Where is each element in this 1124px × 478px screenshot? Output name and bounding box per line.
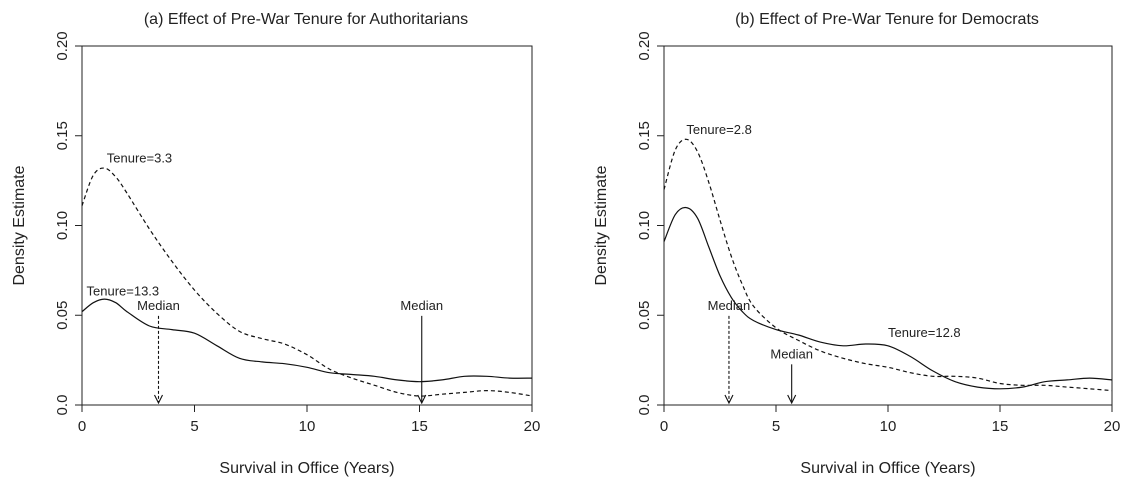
x-tick-label: 10 bbox=[299, 418, 316, 435]
median-arrow-head bbox=[724, 394, 734, 405]
median-arrow-head bbox=[154, 394, 163, 405]
x-tick-label: 20 bbox=[1104, 418, 1121, 435]
y-tick-label: 0.20 bbox=[636, 31, 653, 60]
chart-title: (a) Effect of Pre-War Tenure for Authori… bbox=[144, 11, 468, 28]
panel-a: (a) Effect of Pre-War Tenure for Authori… bbox=[11, 11, 540, 477]
series-line-tenure-3-3 bbox=[81, 167, 533, 397]
y-tick-label: 0.05 bbox=[636, 301, 653, 330]
x-tick-label: 20 bbox=[524, 418, 541, 435]
x-tick-label: 0 bbox=[660, 418, 668, 435]
median-label: Median bbox=[708, 298, 751, 313]
plot-frame bbox=[663, 45, 1113, 406]
median-label: Median bbox=[400, 298, 443, 313]
series-annotation: Tenure=13.3 bbox=[87, 284, 160, 299]
median-label: Median bbox=[137, 298, 180, 313]
y-axis-label: Density Estimate bbox=[593, 165, 610, 285]
median-arrow-head bbox=[417, 394, 427, 405]
y-tick-label: 0.15 bbox=[636, 121, 653, 150]
series-annotation: Tenure=3.3 bbox=[107, 151, 172, 166]
plot-frame bbox=[81, 45, 533, 406]
x-tick-label: 5 bbox=[772, 418, 780, 435]
x-tick-label: 15 bbox=[411, 418, 428, 435]
y-tick-label: 0.10 bbox=[636, 211, 653, 240]
x-axis-label: Survival in Office (Years) bbox=[219, 460, 394, 477]
y-tick-label: 0.0 bbox=[54, 395, 71, 416]
series-line-tenure-13-3 bbox=[81, 298, 533, 383]
median-label: Median bbox=[770, 346, 813, 361]
series-line-tenure-12-8 bbox=[663, 206, 1113, 390]
y-axis-label: Density Estimate bbox=[11, 165, 28, 285]
x-tick-label: 10 bbox=[880, 418, 897, 435]
median-arrow-head bbox=[787, 394, 797, 405]
series-annotation: Tenure=12.8 bbox=[888, 325, 961, 340]
series-annotation: Tenure=2.8 bbox=[686, 122, 751, 137]
x-tick-label: 15 bbox=[992, 418, 1009, 435]
x-tick-label: 0 bbox=[78, 418, 86, 435]
y-tick-label: 0.10 bbox=[54, 211, 71, 240]
x-axis-label: Survival in Office (Years) bbox=[800, 460, 975, 477]
y-tick-label: 0.05 bbox=[54, 301, 71, 330]
chart-title: (b) Effect of Pre-War Tenure for Democra… bbox=[735, 11, 1039, 28]
y-tick-label: 0.0 bbox=[636, 395, 653, 416]
y-tick-label: 0.20 bbox=[54, 31, 71, 60]
x-tick-label: 5 bbox=[190, 418, 198, 435]
y-tick-label: 0.15 bbox=[54, 121, 71, 150]
panel-b: (b) Effect of Pre-War Tenure for Democra… bbox=[593, 11, 1120, 477]
series-line-tenure-2-8 bbox=[663, 138, 1113, 392]
